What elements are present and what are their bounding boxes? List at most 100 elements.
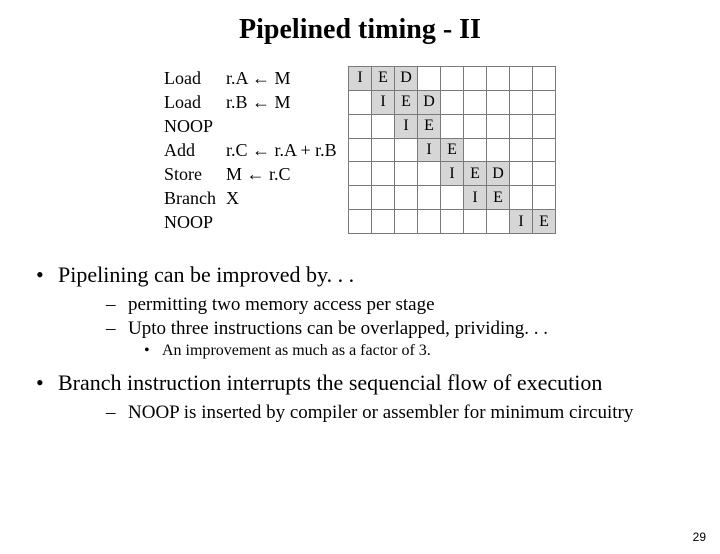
grid-row: IED <box>349 162 556 186</box>
instruction-expr: M ← r.C <box>226 162 346 186</box>
grid-cell: I <box>395 114 418 138</box>
grid-cell <box>395 210 418 234</box>
instruction-expr: r.C ← r.A + r.B <box>226 138 346 162</box>
grid-cell: E <box>487 186 510 210</box>
grid-row: IE <box>349 210 556 234</box>
instruction-row: Addr.C ← r.A + r.B <box>164 138 346 162</box>
instruction-name: NOOP <box>164 210 226 234</box>
grid-cell <box>418 186 441 210</box>
grid-cell: D <box>418 90 441 114</box>
dash-marker: – <box>106 294 128 316</box>
bullet-marker: • <box>36 370 58 396</box>
grid-cell <box>349 162 372 186</box>
pipeline-diagram: Loadr.A ← MLoadr.B ← MNOOPAddr.C ← r.A +… <box>0 66 720 234</box>
grid-row: IE <box>349 186 556 210</box>
sub-bullet-text: Upto three instructions can be overlappe… <box>128 318 548 340</box>
sub-bullet-item: – Upto three instructions can be overlap… <box>106 318 700 340</box>
grid-cell <box>464 138 487 162</box>
grid-cell: I <box>464 186 487 210</box>
instruction-row: StoreM ← r.C <box>164 162 346 186</box>
sub-bullet-list: – permitting two memory access per stage… <box>106 294 700 340</box>
sub-bullet-text: permitting two memory access per stage <box>128 294 435 316</box>
grid-cell <box>487 67 510 91</box>
bullet-text: Pipelining can be improved by. . . <box>58 262 354 288</box>
bullet-list: • Pipelining can be improved by. . . – p… <box>36 262 700 424</box>
dash-marker: – <box>106 318 128 340</box>
dash-marker: – <box>106 402 128 424</box>
grid-cell <box>349 186 372 210</box>
instruction-name: Load <box>164 90 226 114</box>
instruction-name: Load <box>164 66 226 90</box>
grid-cell: D <box>487 162 510 186</box>
sub-bullet-item: – NOOP is inserted by compiler or assemb… <box>106 402 700 424</box>
grid-cell <box>372 162 395 186</box>
subsub-bullet-text: An improvement as much as a factor of 3. <box>162 342 431 360</box>
grid-cell <box>533 186 556 210</box>
subsub-bullet-list: • An improvement as much as a factor of … <box>144 342 700 360</box>
grid-cell <box>418 210 441 234</box>
sub-bullet-item: – permitting two memory access per stage <box>106 294 700 316</box>
grid-cell: E <box>395 90 418 114</box>
grid-cell <box>441 90 464 114</box>
grid-cell <box>464 67 487 91</box>
grid-cell <box>510 162 533 186</box>
instruction-expr: r.A ← M <box>226 66 346 90</box>
instruction-expr: X <box>226 186 346 210</box>
grid-cell: E <box>372 67 395 91</box>
sub-bullet-text: NOOP is inserted by compiler or assemble… <box>128 402 633 424</box>
grid-cell <box>533 90 556 114</box>
grid-cell: E <box>464 162 487 186</box>
grid-cell <box>464 114 487 138</box>
grid-cell <box>533 162 556 186</box>
grid-cell: I <box>441 162 464 186</box>
grid-cell <box>441 114 464 138</box>
instruction-name: Branch <box>164 186 226 210</box>
instruction-row: NOOP <box>164 114 346 138</box>
grid-cell: E <box>418 114 441 138</box>
bullet-marker: • <box>144 342 162 360</box>
grid-cell: I <box>510 210 533 234</box>
grid-cell <box>372 138 395 162</box>
grid-cell <box>372 210 395 234</box>
grid-cell <box>510 186 533 210</box>
grid-cell <box>487 114 510 138</box>
instruction-name: Store <box>164 162 226 186</box>
page-title: Pipelined timing - II <box>0 14 720 46</box>
bullet-marker: • <box>36 262 58 288</box>
instruction-name: Add <box>164 138 226 162</box>
grid-cell <box>510 138 533 162</box>
grid-row: IE <box>349 138 556 162</box>
grid-cell <box>395 186 418 210</box>
grid-row: IED <box>349 90 556 114</box>
instruction-row: Loadr.B ← M <box>164 90 346 114</box>
grid-cell <box>441 67 464 91</box>
grid-cell <box>349 114 372 138</box>
grid-row: IE <box>349 114 556 138</box>
grid-cell <box>464 210 487 234</box>
grid-cell <box>487 90 510 114</box>
instruction-row: BranchX <box>164 186 346 210</box>
grid-cell <box>464 90 487 114</box>
subsub-bullet-item: • An improvement as much as a factor of … <box>144 342 700 360</box>
grid-cell <box>510 114 533 138</box>
grid-cell <box>349 210 372 234</box>
grid-cell <box>487 210 510 234</box>
grid-cell <box>372 186 395 210</box>
instruction-row: NOOP <box>164 210 346 234</box>
grid-cell <box>418 162 441 186</box>
grid-cell: E <box>533 210 556 234</box>
grid-cell <box>349 138 372 162</box>
grid-cell: I <box>418 138 441 162</box>
grid-cell <box>418 67 441 91</box>
grid-row: IED <box>349 67 556 91</box>
grid-cell <box>395 138 418 162</box>
bullet-text: Branch instruction interrupts the sequen… <box>58 370 602 396</box>
grid-cell <box>487 138 510 162</box>
grid-cell <box>510 67 533 91</box>
grid-cell <box>533 67 556 91</box>
grid-cell: D <box>395 67 418 91</box>
bullet-item: • Branch instruction interrupts the sequ… <box>36 370 700 396</box>
grid-cell <box>395 162 418 186</box>
grid-cell: I <box>349 67 372 91</box>
grid-cell <box>441 186 464 210</box>
